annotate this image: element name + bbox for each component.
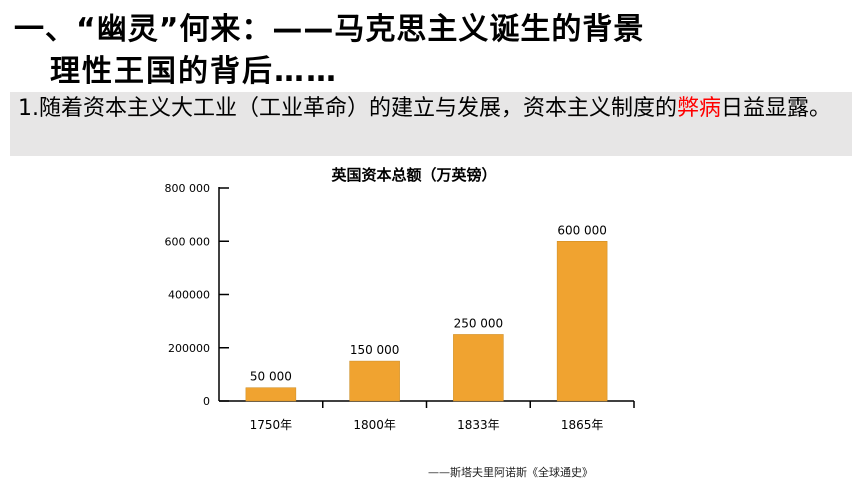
chart-area: 英国资本总额（万英镑） 0 200000 400000 600 000 800 000 … bbox=[0, 160, 860, 484]
chart-title: 英国资本总额（万英镑） bbox=[331, 166, 496, 184]
x-tick-label: 1865年 bbox=[561, 418, 604, 432]
source-citation: ——斯塔夫里阿诺斯《全球通史》 bbox=[428, 466, 593, 479]
x-tick-label: 1800年 bbox=[353, 418, 396, 432]
paragraph-highlight: 弊病 bbox=[677, 96, 722, 121]
paragraph-text-end: 日益显露。 bbox=[721, 96, 832, 121]
bar bbox=[245, 387, 297, 402]
x-tick-label: 1750年 bbox=[250, 418, 293, 432]
y-tick-label: 200000 bbox=[168, 342, 210, 355]
paragraph-text: 1.随着资本主义大工业（工业革命）的建立与发展，资本主义制度的 bbox=[18, 96, 677, 121]
bar bbox=[349, 360, 400, 402]
slide-title: 一、“幽灵”何来：——马克思主义诞生的背景 bbox=[14, 12, 645, 47]
y-tick-label: 800 000 bbox=[165, 182, 211, 195]
y-tick-label: 0 bbox=[203, 395, 210, 408]
bar bbox=[453, 334, 504, 402]
bar-data-label: 150 000 bbox=[350, 343, 400, 357]
bar bbox=[556, 241, 608, 402]
slide-subtitle: 理性王国的背后…… bbox=[50, 54, 338, 89]
paragraph-box: 1.随着资本主义大工业（工业革命）的建立与发展，资本主义制度的弊病日益显露。 bbox=[10, 92, 852, 156]
bar-data-label: 250 000 bbox=[454, 316, 504, 330]
bar-data-label: 50 000 bbox=[250, 370, 292, 384]
y-tick-label: 400000 bbox=[168, 289, 210, 302]
y-tick-label: 600 000 bbox=[165, 235, 211, 248]
x-tick-label: 1833年 bbox=[457, 418, 500, 432]
bar-data-label: 600 000 bbox=[557, 223, 607, 237]
